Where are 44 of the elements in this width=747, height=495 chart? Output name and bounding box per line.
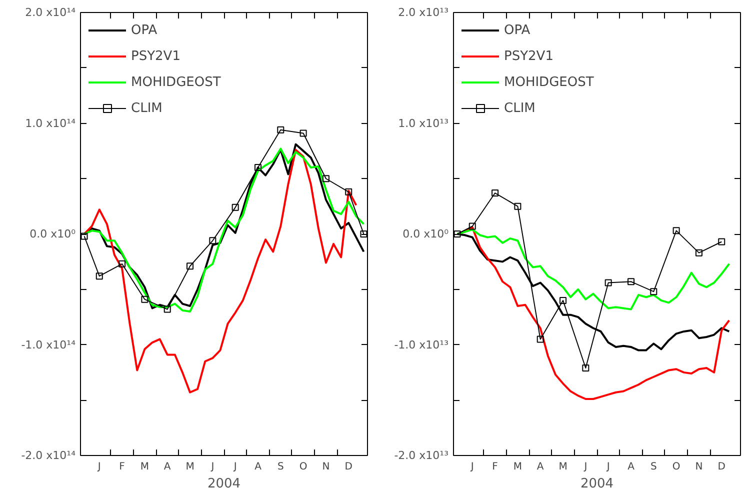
x-tick-label: J <box>606 462 610 472</box>
x-tick-label: M <box>186 462 194 472</box>
x-tick-label: A <box>536 462 544 472</box>
legend-label: OPA <box>504 22 530 38</box>
x-tick-label: S <box>650 462 657 472</box>
x-tick-label: O <box>299 462 308 472</box>
y-tick-label: -2.0 x10¹⁴ <box>21 449 76 462</box>
legend-label: PSY2V1 <box>504 48 554 64</box>
legend-label: MOHIDGEOST <box>131 74 221 90</box>
legend-label: MOHIDGEOST <box>504 74 594 90</box>
x-tick-label: D <box>344 462 353 472</box>
x-tick-label: J <box>470 462 474 472</box>
legend-label: PSY2V1 <box>131 48 180 64</box>
legend-label: CLIM <box>504 100 536 116</box>
x-tick-label: A <box>164 462 171 472</box>
y-tick-label: -2.0 x10¹³ <box>394 449 449 462</box>
x-axis-title: 2004 <box>580 476 614 492</box>
x-tick-label: F <box>492 462 498 472</box>
x-tick-label: F <box>119 462 126 472</box>
y-tick-label: 1.0 x10¹³ <box>398 116 449 130</box>
y-tick-label: 0.0 x10⁰ <box>30 228 76 240</box>
x-tick-label: M <box>558 462 568 472</box>
x-tick-label: J <box>96 462 101 472</box>
legend-label: OPA <box>131 22 158 38</box>
x-tick-label: A <box>254 462 262 472</box>
y-tick-label: -1.0 x10¹⁴ <box>21 338 76 352</box>
x-tick-label: M <box>140 462 150 472</box>
x-tick-label: D <box>718 462 726 472</box>
x-tick-label: S <box>277 462 284 472</box>
x-tick-label: N <box>322 462 330 472</box>
y-tick-label: 1.0 x10¹⁴ <box>25 116 76 130</box>
x-tick-label: O <box>672 462 680 472</box>
x-tick-label: J <box>232 462 237 472</box>
legend-label: CLIM <box>131 100 162 116</box>
y-tick-label: 2.0 x10¹⁴ <box>25 6 76 19</box>
y-tick-label: -1.0 x10¹³ <box>394 338 449 352</box>
x-tick-label: N <box>695 462 703 472</box>
x-tick-label: M <box>513 462 522 472</box>
x-tick-label: J <box>583 462 588 472</box>
y-tick-label: 2.0 x10¹³ <box>398 6 449 19</box>
x-tick-label: J <box>210 462 214 472</box>
x-tick-label: A <box>628 462 635 472</box>
y-tick-label: 0.0 x10⁰ <box>402 228 450 240</box>
x-axis-title: 2004 <box>207 476 241 492</box>
